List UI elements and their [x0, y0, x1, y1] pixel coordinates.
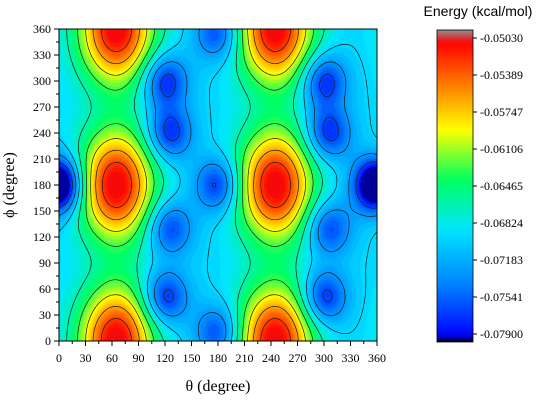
colorbar-tick-label: -0.05747 — [480, 105, 523, 119]
y-tick-label: 120 — [33, 230, 51, 244]
contour-line — [58, 28, 378, 342]
x-tick-label: 240 — [262, 351, 280, 365]
x-axis: 0 30 60 90 120 150 180 210 240 270 300 330 360 — [56, 341, 386, 365]
colorbar-tick-label: -0.07900 — [480, 327, 523, 341]
colorbar-title: Energy (kcal/mol) — [424, 3, 533, 19]
x-tick-label: 90 — [133, 351, 145, 365]
x-tick-label: 180 — [209, 351, 227, 365]
contour-line — [92, 28, 299, 342]
y-tick-label: 150 — [33, 204, 51, 218]
x-tick-label: 210 — [236, 351, 254, 365]
x-tick-label: 300 — [315, 351, 333, 365]
x-tick-label: 0 — [56, 351, 62, 365]
x-tick-label: 330 — [342, 351, 360, 365]
contour-line — [100, 28, 291, 342]
contour-line — [85, 28, 307, 342]
y-tick-label: 330 — [33, 48, 51, 62]
y-tick-label: 30 — [39, 308, 51, 322]
contour-line — [66, 28, 325, 342]
y-axis: 0 30 60 90 120 150 180 210 240 270 300 330 360 — [33, 22, 59, 348]
x-tick-label: 120 — [156, 351, 174, 365]
x-tick-label: 360 — [368, 351, 386, 365]
x-axis-title: θ (degree) — [186, 378, 251, 395]
y-tick-label: 270 — [33, 100, 51, 114]
colorbar-tick-label: -0.06106 — [480, 142, 523, 156]
y-tick-label: 180 — [33, 178, 51, 192]
colorbar-tick-label: -0.06465 — [480, 179, 523, 193]
colorbar-gradient — [437, 30, 473, 342]
colorbar-ticks: -0.05030 -0.05389 -0.05747 -0.06106 -0.06465… — [473, 31, 523, 341]
y-tick-label: 0 — [45, 334, 51, 348]
colorbar-tick-label: -0.05030 — [480, 31, 523, 45]
energy-heatmap — [59, 29, 377, 341]
y-tick-label: 90 — [39, 256, 51, 270]
contour-line — [58, 73, 378, 303]
y-tick-label: 360 — [33, 22, 51, 36]
y-tick-label: 60 — [39, 282, 51, 296]
colorbar-tick-label: -0.07183 — [480, 253, 523, 267]
y-tick-label: 300 — [33, 74, 51, 88]
y-axis-title: ϕ (degree) — [1, 152, 18, 218]
plot-area — [58, 28, 378, 342]
y-tick-label: 210 — [33, 152, 51, 166]
x-tick-label: 150 — [183, 351, 201, 365]
colorbar-tick-label: -0.05389 — [480, 68, 523, 82]
contour-line — [77, 28, 315, 342]
colorbar: Energy (kcal/mol) -0.05030 -0.05389 -0.057… — [424, 3, 533, 343]
contour-lines — [58, 28, 378, 342]
colorbar-tick-label: -0.06824 — [480, 216, 523, 230]
x-tick-label: 30 — [80, 351, 92, 365]
colorbar-tick-label: -0.07541 — [480, 290, 523, 304]
y-tick-label: 240 — [33, 126, 51, 140]
x-tick-label: 60 — [106, 351, 118, 365]
x-tick-label: 270 — [289, 351, 307, 365]
contour-line — [58, 28, 378, 342]
heatmap-canvas-holder — [59, 29, 377, 341]
